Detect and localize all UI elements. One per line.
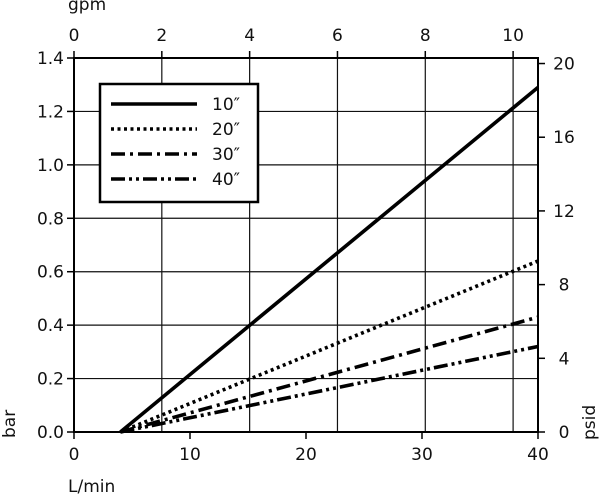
series-line-2 bbox=[119, 259, 539, 434]
x-top-tick-label: 8 bbox=[420, 26, 431, 46]
y-left-tick-label: 0.6 bbox=[37, 263, 64, 283]
y-left-ticks: 0.0 0.2 0.4 0.6 0.8 1.0 1.2 1.4 bbox=[37, 49, 74, 443]
legend-label: 30″ bbox=[212, 145, 240, 165]
x-top-tick-label: 10 bbox=[502, 26, 524, 46]
x-bottom-ticks: 0 10 20 30 40 bbox=[69, 432, 549, 465]
legend: 10″ 20″ 30″ 40″ bbox=[98, 82, 260, 204]
series-line-4 bbox=[120, 344, 539, 434]
y-right-tick-label: 12 bbox=[553, 202, 575, 222]
x-bottom-tick-label: 40 bbox=[527, 445, 549, 465]
x-bottom-tick-label: 30 bbox=[411, 445, 433, 465]
legend-label: 20″ bbox=[212, 120, 240, 140]
series-line-1 bbox=[119, 85, 540, 434]
x-top-tick-label: 0 bbox=[69, 26, 80, 46]
x-bottom-tick-label: 0 bbox=[69, 445, 80, 465]
y-right-tick-label: 16 bbox=[553, 128, 575, 148]
legend-label: 10″ bbox=[212, 95, 240, 115]
data-series bbox=[119, 85, 540, 434]
y-left-axis-label: bar bbox=[0, 410, 20, 438]
series-line-3 bbox=[119, 315, 539, 434]
y-right-axis-label: psid bbox=[580, 405, 600, 440]
y-left-tick-label: 1.4 bbox=[37, 49, 64, 69]
plot-frame bbox=[73, 57, 539, 433]
x-bottom-axis-label: L/min bbox=[68, 477, 115, 497]
legend-box bbox=[98, 82, 260, 204]
x-top-axis-label: gpm bbox=[68, 0, 106, 15]
y-right-tick-label: 4 bbox=[559, 349, 570, 369]
y-left-tick-label: 1.2 bbox=[37, 102, 64, 122]
x-bottom-tick-label: 20 bbox=[295, 445, 317, 465]
y-right-tick-label: 8 bbox=[559, 276, 570, 296]
y-right-tick-label: 0 bbox=[559, 423, 570, 443]
legend-label: 40″ bbox=[212, 170, 240, 190]
y-left-tick-label: 0.0 bbox=[37, 423, 64, 443]
y-right-tick-label: 20 bbox=[553, 55, 575, 75]
x-top-tick-label: 4 bbox=[244, 26, 255, 46]
x-top-ticks: 0 2 4 6 8 10 bbox=[69, 26, 524, 58]
y-right-ticks: 0 4 8 12 16 20 bbox=[538, 55, 575, 443]
y-left-tick-label: 0.4 bbox=[37, 316, 64, 336]
y-left-tick-label: 0.2 bbox=[37, 370, 64, 390]
x-bottom-tick-label: 10 bbox=[179, 445, 201, 465]
y-left-tick-label: 1.0 bbox=[37, 156, 64, 176]
x-top-tick-label: 2 bbox=[156, 26, 167, 46]
x-top-tick-label: 6 bbox=[332, 26, 343, 46]
y-left-tick-label: 0.8 bbox=[37, 209, 64, 229]
